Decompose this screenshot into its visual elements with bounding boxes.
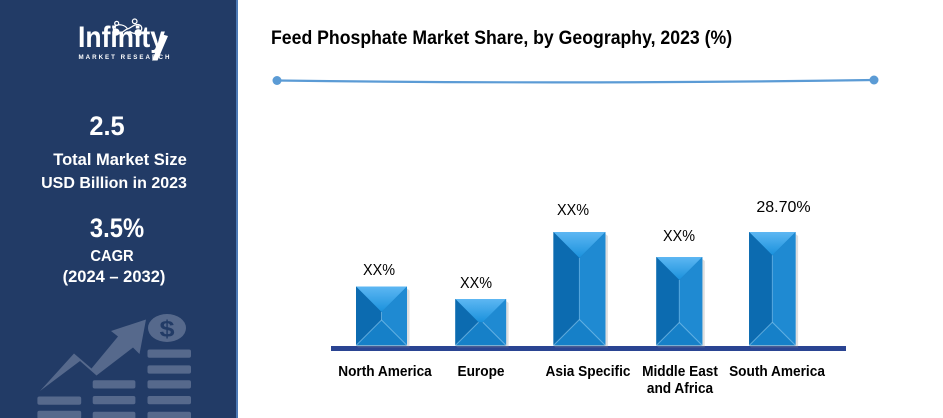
svg-text:$: $ <box>159 316 174 342</box>
